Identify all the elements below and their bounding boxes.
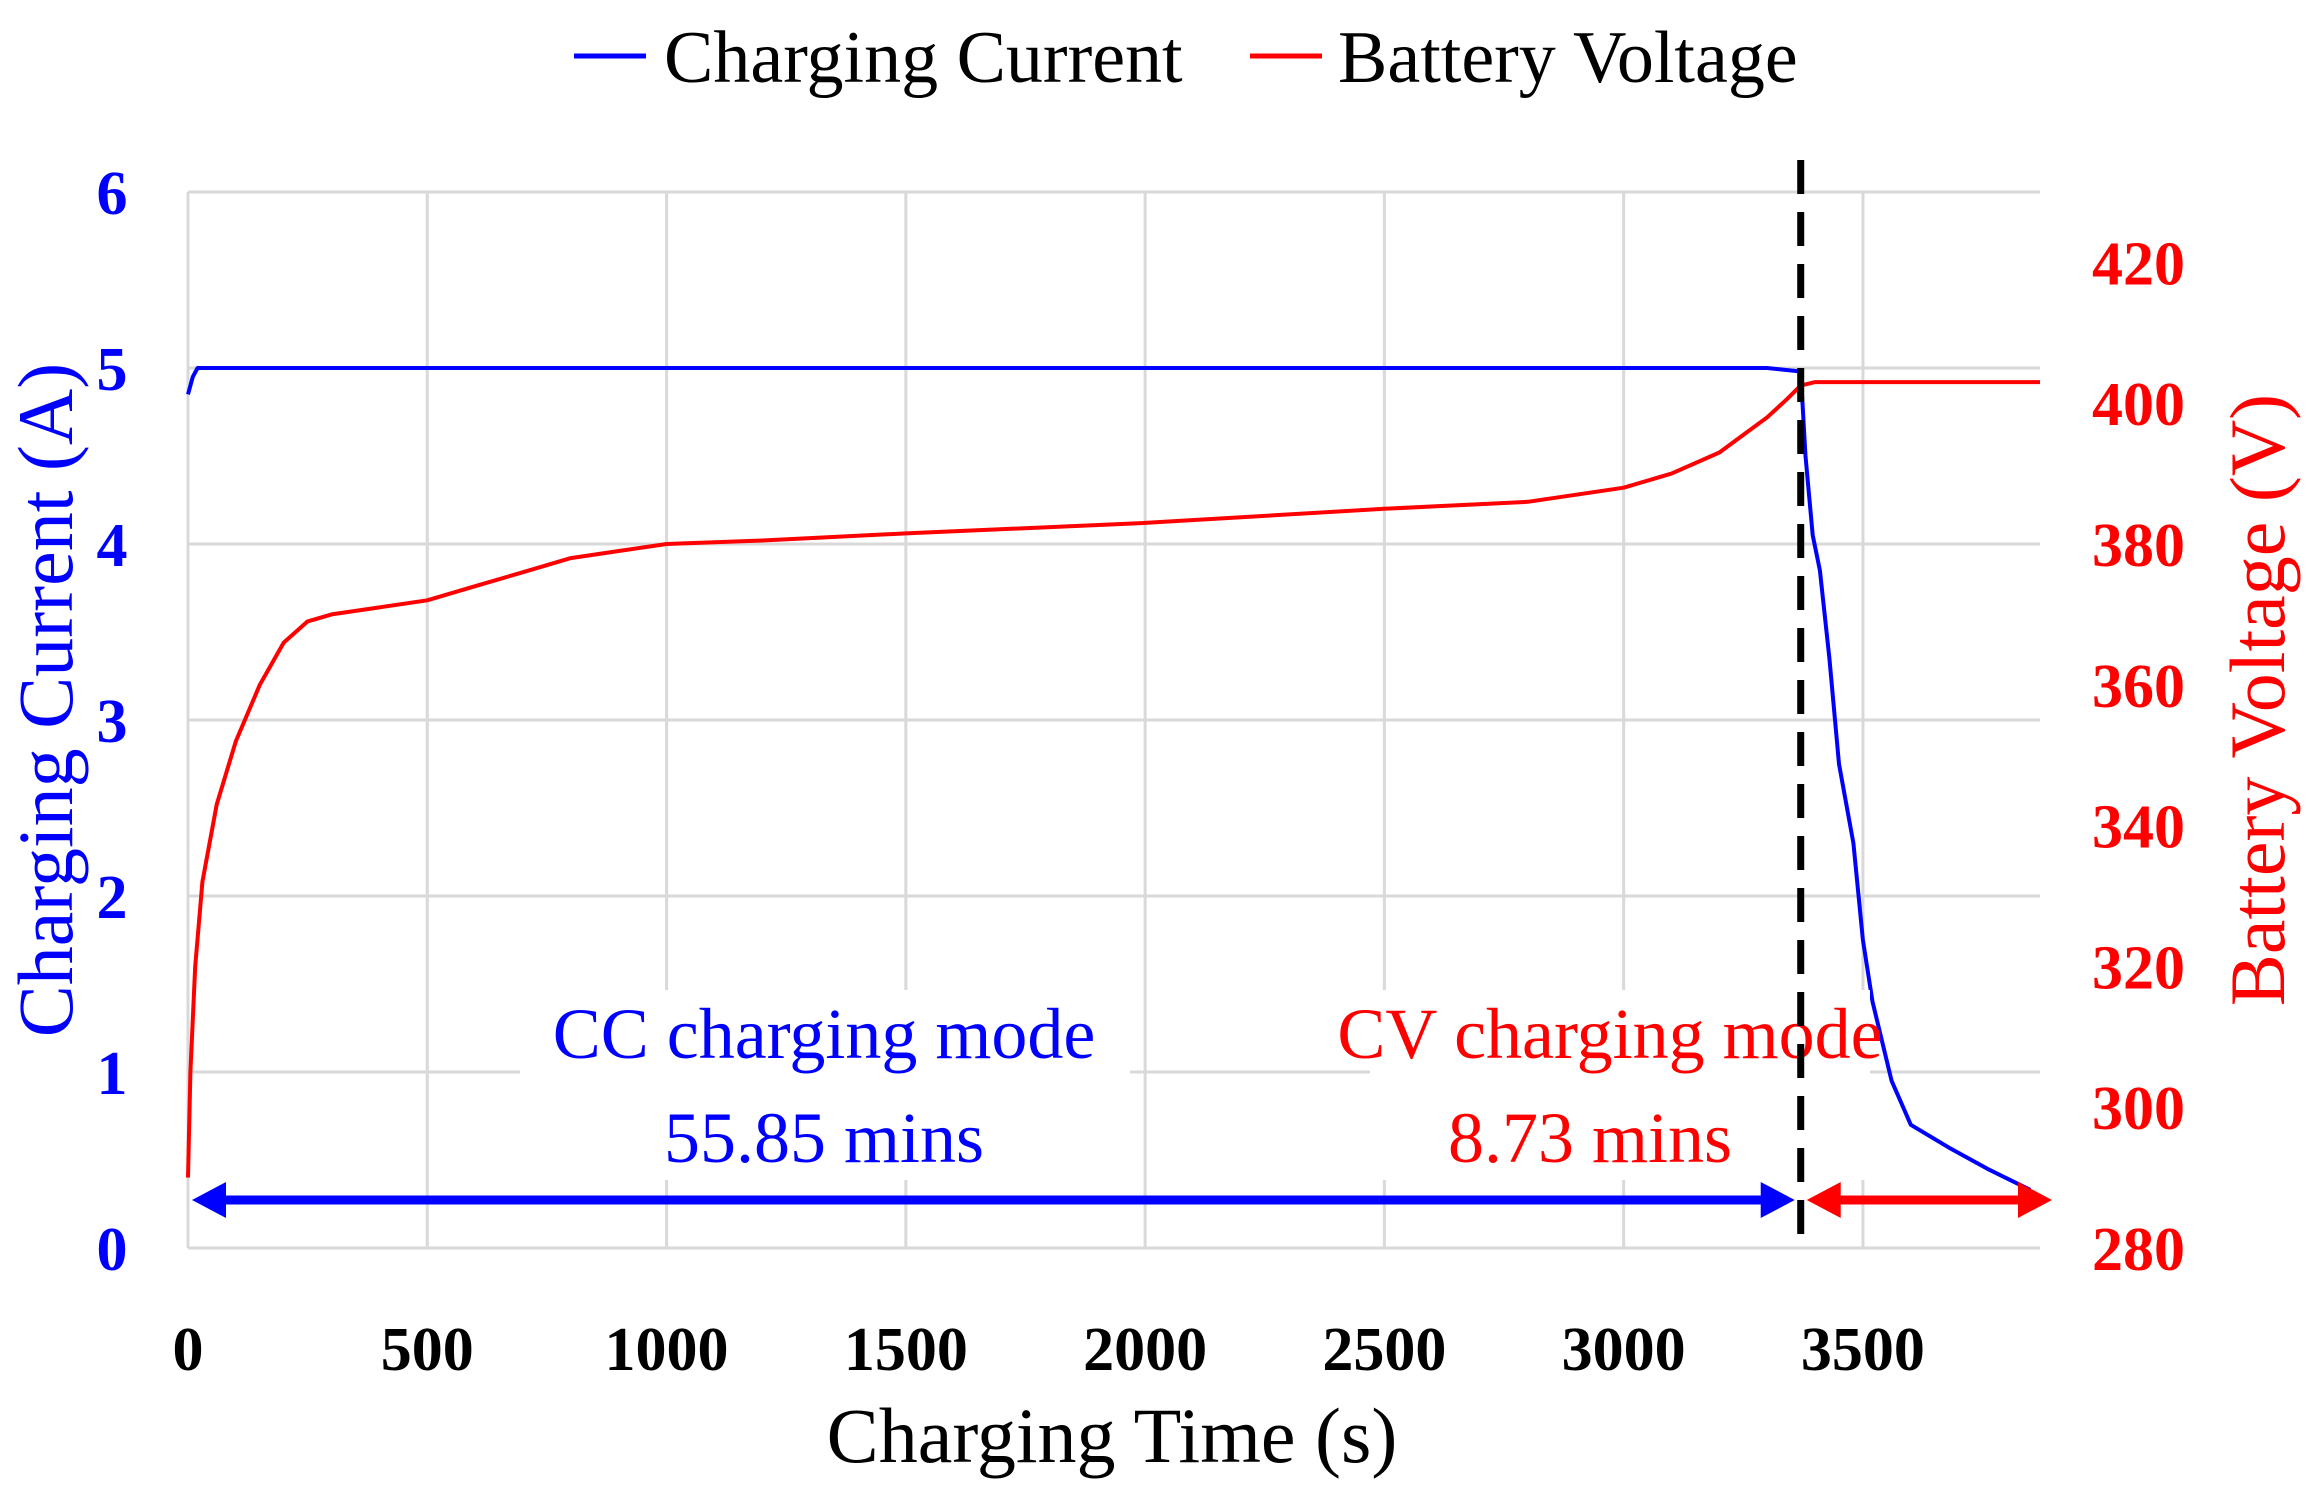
y-left-tick-label: 3 [97,688,128,756]
x-tick-label: 1500 [844,1316,968,1384]
y-right-tick-label: 400 [2092,371,2185,439]
y-right-tick-label: 340 [2092,794,2185,862]
cc-span-arrowhead-right [1760,1182,1795,1218]
y-axis-left-label: Charging Current (A) [2,363,89,1037]
x-tick-label: 1000 [605,1316,729,1384]
x-tick-label: 3500 [1801,1316,1925,1384]
annotation-cc-mode: CC charging mode [553,994,1096,1074]
tick-labels: 0 500 1000 1500 2000 2500 3000 3500 0 1 2 3 4 5 6 280 30… [97,160,2186,1384]
cc-span-arrowhead-left [192,1182,226,1218]
cc-annotation-background [520,990,1130,1180]
series-group [186,366,2040,1192]
y-left-tick-label: 5 [97,336,128,404]
y-left-tick-label: 2 [97,864,128,932]
x-tick-label: 0 [173,1316,204,1384]
legend-label-current: Charging Current [664,17,1183,99]
cv-span-arrowhead-left [1806,1182,1841,1218]
cv-annotation-background [1370,990,1870,1180]
y-right-tick-label: 300 [2092,1075,2185,1143]
y-right-tick-label: 380 [2092,512,2185,580]
y-left-tick-label: 1 [97,1040,128,1108]
y-right-tick-label: 420 [2092,230,2185,298]
y-right-tick-label: 360 [2092,653,2185,721]
series-line-battery-voltage [186,380,2040,1178]
mode-arrows [192,1182,2052,1218]
x-tick-label: 3000 [1562,1316,1686,1384]
annotation-cv-duration: 8.73 mins [1448,1098,1732,1178]
y-right-tick-label: 320 [2092,934,2185,1002]
x-tick-label: 2000 [1083,1316,1207,1384]
y-axis-right-label: Battery Voltage (V) [2214,394,2301,1006]
annotations: CC charging mode 55.85 mins CV charging … [520,990,1883,1180]
x-tick-label: 2500 [1322,1316,1446,1384]
legend-label-voltage: Battery Voltage [1338,17,1798,99]
y-right-tick-label: 280 [2092,1216,2185,1284]
series-line-charging-current [186,366,2032,1192]
y-left-tick-label: 6 [97,160,128,228]
y-left-tick-label: 4 [97,512,128,580]
cv-span-arrowhead-right [2018,1182,2052,1218]
legend: Charging Current Battery Voltage [574,17,1798,99]
x-tick-label: 500 [381,1316,474,1384]
annotation-cv-mode: CV charging mode [1337,994,1882,1074]
y-left-tick-label: 0 [97,1216,128,1284]
annotation-cc-duration: 55.85 mins [664,1098,984,1178]
x-axis-label: Charging Time (s) [827,1392,1398,1479]
